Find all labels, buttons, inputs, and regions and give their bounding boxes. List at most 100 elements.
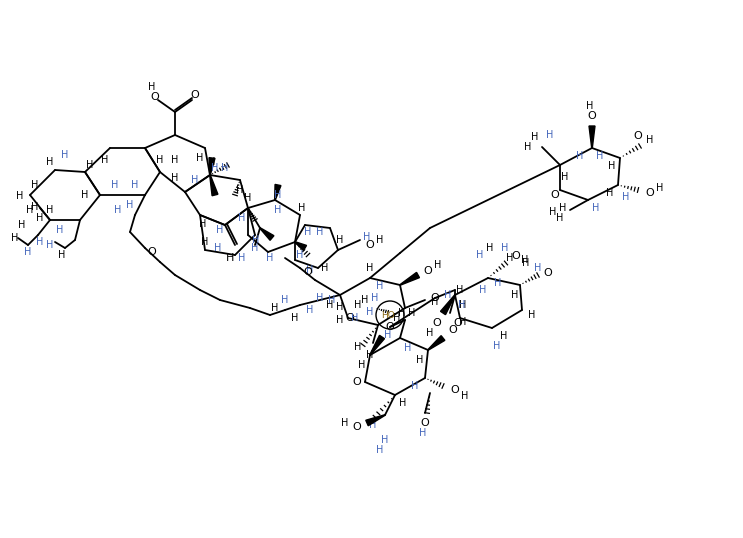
Text: O: O [424, 266, 432, 276]
Text: H: H [196, 153, 204, 163]
Text: H: H [426, 328, 434, 338]
Text: H: H [456, 285, 464, 295]
Text: HO: HO [381, 310, 395, 320]
Text: H: H [251, 243, 259, 253]
Text: H: H [361, 295, 369, 305]
Text: H: H [559, 203, 567, 213]
Text: H: H [25, 247, 32, 257]
Text: H: H [337, 315, 344, 325]
Text: O: O [646, 188, 655, 198]
Text: H: H [298, 203, 305, 213]
Text: H: H [211, 163, 218, 173]
Text: O: O [634, 131, 643, 141]
Text: H: H [274, 190, 282, 200]
Text: H: H [351, 313, 359, 323]
Text: H: H [459, 317, 467, 327]
Text: O: O [454, 318, 462, 328]
Text: H: H [609, 161, 616, 171]
Text: H: H [646, 135, 654, 145]
Text: H: H [216, 225, 224, 235]
Text: H: H [214, 243, 221, 253]
Text: H: H [399, 398, 406, 408]
Text: H: H [46, 240, 53, 250]
Text: H: H [191, 175, 198, 185]
Text: H: H [366, 350, 374, 360]
Text: H: H [366, 263, 374, 273]
Text: H: H [149, 82, 156, 92]
Polygon shape [366, 415, 385, 426]
Text: H: H [502, 243, 509, 253]
Text: H: H [239, 213, 246, 223]
Text: H: H [274, 205, 282, 215]
Text: H: H [487, 243, 493, 253]
Text: H: H [376, 445, 383, 455]
Text: O: O [450, 385, 459, 395]
Text: H: H [328, 295, 336, 305]
Text: H: H [522, 255, 529, 265]
Text: H: H [557, 213, 564, 223]
Text: H: H [372, 293, 379, 303]
Text: H: H [384, 330, 392, 340]
Text: H: H [458, 300, 466, 310]
Text: H: H [199, 219, 207, 229]
Text: H: H [114, 205, 122, 215]
Text: H: H [58, 250, 65, 260]
Text: H: H [46, 205, 53, 215]
Text: H: H [253, 235, 260, 245]
Text: H: H [369, 420, 377, 430]
Text: H: H [266, 253, 273, 263]
Text: H: H [291, 313, 299, 323]
Text: H: H [46, 157, 53, 167]
Polygon shape [275, 185, 281, 200]
Text: H: H [354, 342, 362, 352]
Text: H: H [476, 250, 484, 260]
Text: H: H [16, 191, 24, 201]
Text: O: O [386, 322, 395, 332]
Text: H: H [494, 278, 502, 288]
Text: O: O [431, 293, 439, 303]
Text: H: H [528, 310, 536, 320]
Text: H: H [132, 180, 139, 190]
Text: H: H [393, 313, 400, 323]
Text: H: H [493, 341, 501, 351]
Polygon shape [260, 228, 274, 240]
Text: H: H [317, 293, 324, 303]
Text: H: H [522, 258, 530, 268]
Text: H: H [409, 308, 415, 318]
Polygon shape [370, 335, 384, 355]
Text: H: H [36, 213, 44, 223]
Text: H: H [282, 295, 289, 305]
Text: O: O [588, 111, 597, 121]
Text: O: O [551, 190, 559, 200]
Text: O: O [151, 92, 160, 102]
Text: H: H [239, 253, 246, 263]
Text: H: H [236, 185, 244, 195]
Text: H: H [221, 163, 229, 173]
Text: H: H [271, 303, 279, 313]
Text: H: H [337, 235, 344, 245]
Text: H: H [419, 428, 426, 438]
Text: H: H [444, 290, 452, 300]
Text: H: H [363, 232, 371, 242]
Text: H: H [305, 227, 311, 237]
Text: H: H [549, 207, 557, 217]
Text: H: H [404, 343, 412, 353]
Text: H: H [341, 418, 348, 428]
Polygon shape [210, 175, 218, 196]
Polygon shape [209, 158, 215, 175]
Text: H: H [306, 305, 314, 315]
Text: O: O [353, 377, 361, 387]
Text: H: H [101, 155, 108, 165]
Text: H: H [435, 260, 441, 270]
Text: H: H [208, 157, 215, 167]
Text: H: H [506, 253, 513, 263]
Text: O: O [421, 418, 429, 428]
Text: H: H [412, 381, 419, 391]
Text: H: H [86, 160, 94, 170]
Text: O: O [345, 313, 354, 323]
Text: H: H [296, 250, 304, 260]
Text: H: H [461, 391, 469, 401]
Text: H: H [111, 180, 119, 190]
Text: H: H [358, 360, 366, 370]
Text: H: H [81, 190, 88, 200]
